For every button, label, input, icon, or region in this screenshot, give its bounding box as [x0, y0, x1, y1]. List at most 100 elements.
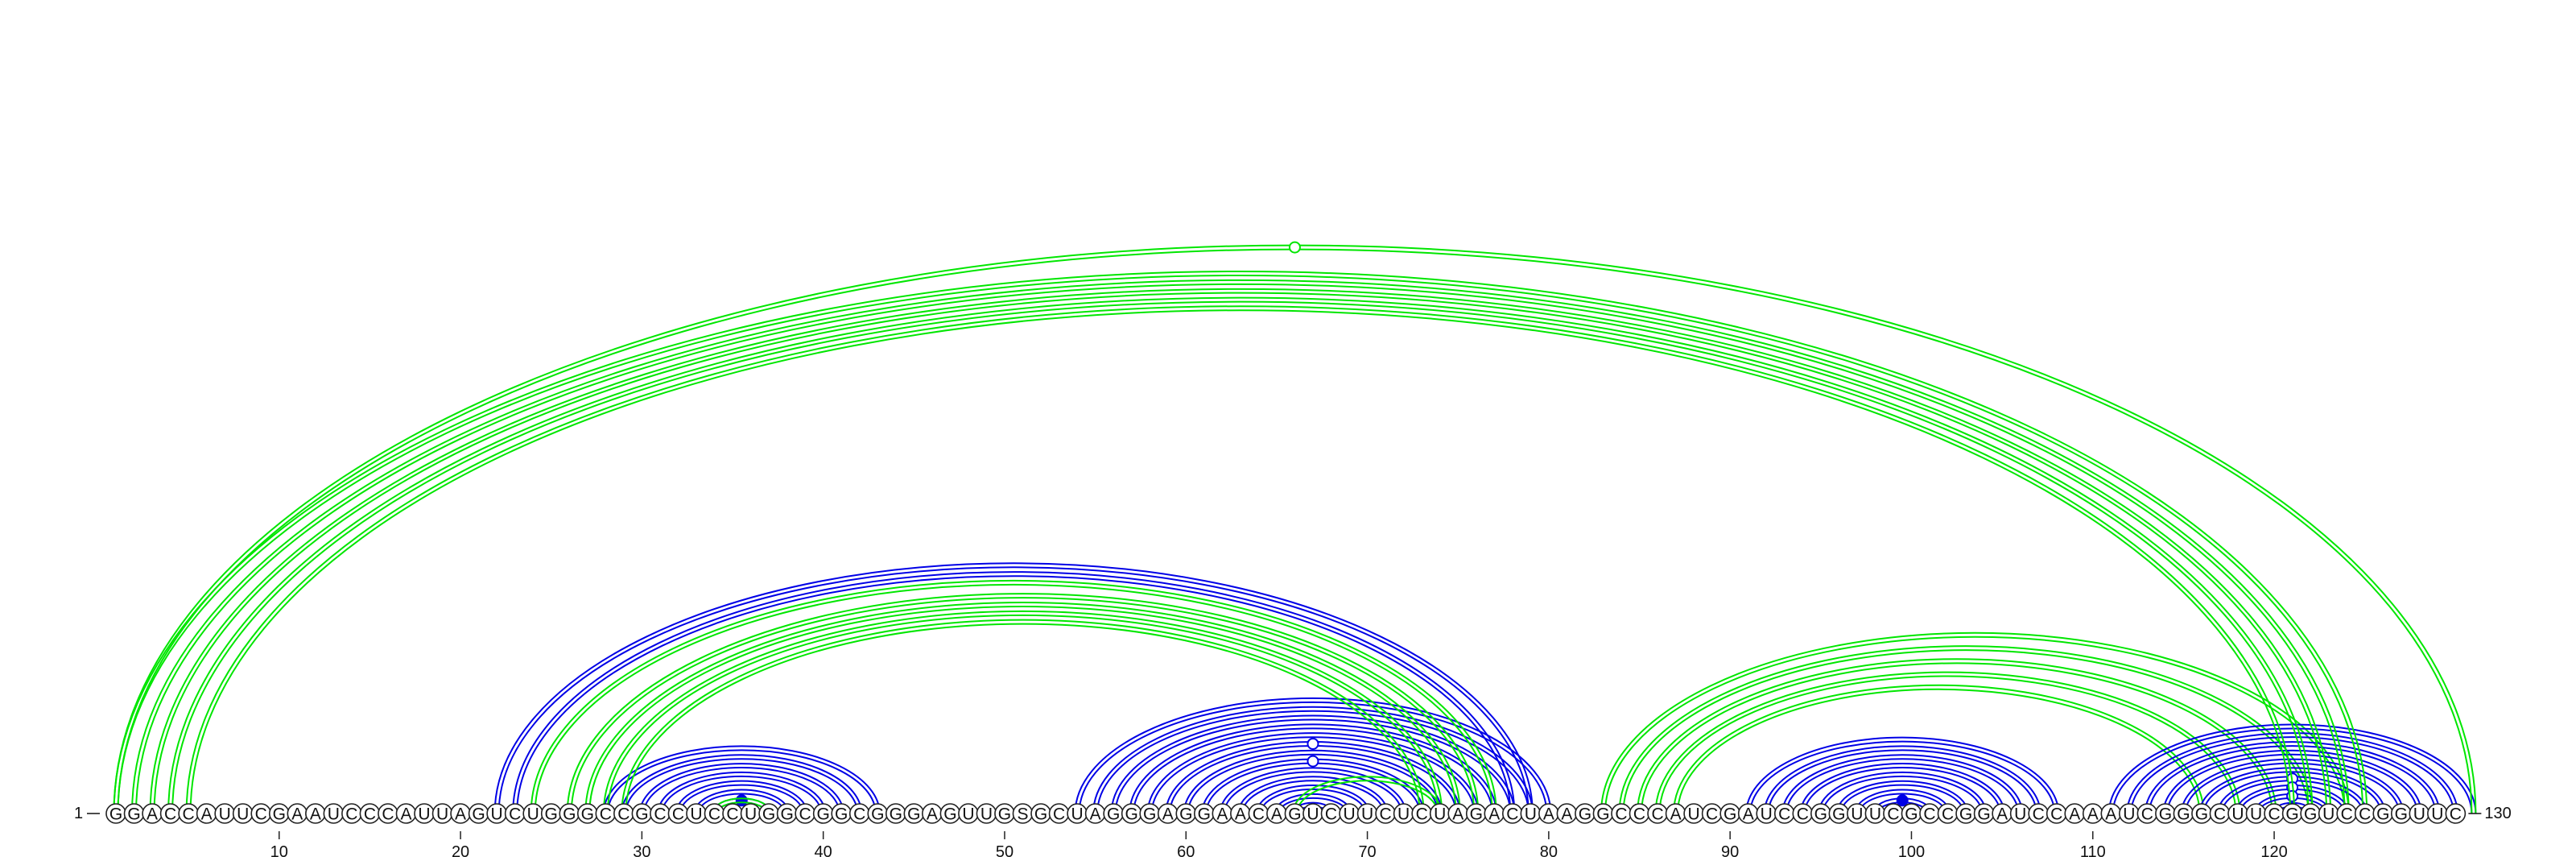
nucleotide-label: A: [2105, 805, 2116, 824]
nucleotide-label: G: [1814, 805, 1827, 824]
position-tick-label: 20: [452, 843, 469, 857]
arcs-layer: [114, 242, 2476, 814]
nucleotide-label: G: [816, 805, 829, 824]
nucleotide-label: A: [201, 805, 213, 824]
pair-arc-green: [136, 284, 2345, 814]
nucleotide-label: C: [2359, 805, 2371, 824]
nucleotide-label: G: [109, 805, 122, 824]
nucleotide-label: A: [1996, 805, 2008, 824]
nucleotide-label: C: [617, 805, 630, 824]
nucleotide-label: C: [1416, 805, 1428, 824]
nucleotide-label: U: [2322, 805, 2334, 824]
nucleotide-label: C: [1253, 805, 1265, 824]
nucleotide-label: A: [1670, 805, 1682, 824]
position-tick-label: 80: [1540, 843, 1558, 857]
nucleotide-label: G: [1470, 805, 1483, 824]
nucleotide-label: U: [962, 805, 974, 824]
nucleotide-label: S: [1017, 805, 1028, 824]
nucleotide-label: C: [726, 805, 738, 824]
nucleotide-label: G: [2376, 805, 2389, 824]
nucleotide-label: C: [2033, 805, 2045, 824]
nucleotide-label: G: [2195, 805, 2208, 824]
nucleotide-label: C: [672, 805, 684, 824]
nucleotide-label: G: [127, 805, 140, 824]
nucleotide-label: C: [1778, 805, 1790, 824]
nucleotide-label: A: [1452, 805, 1463, 824]
arc-marker-open: [1307, 756, 1318, 767]
position-tick-label: 110: [2080, 843, 2106, 857]
nucleotide-label: U: [219, 805, 231, 824]
position-tick-label: 10: [270, 843, 288, 857]
start-label: 1: [74, 805, 83, 822]
nucleotide-label: U: [1361, 805, 1373, 824]
nucleotide-label: C: [600, 805, 612, 824]
nucleotide-label: A: [1543, 805, 1554, 824]
nucleotide-label: C: [1325, 805, 1337, 824]
nucleotide-label: A: [1488, 805, 1500, 824]
nucleotide-label: G: [2177, 805, 2190, 824]
nucleotide-label: C: [2268, 805, 2280, 824]
nucleotide-label: C: [1923, 805, 1935, 824]
nucleotide-label: G: [1977, 805, 1990, 824]
nucleotide-label: A: [147, 805, 158, 824]
nucleotide-label: C: [1706, 805, 1718, 824]
nucleotide-label: G: [1179, 805, 1192, 824]
pair-arc-green: [132, 280, 2349, 814]
nucleotide-label: C: [2214, 805, 2226, 824]
nucleotide-label: G: [1579, 805, 1591, 824]
nucleotide-label: A: [455, 805, 466, 824]
pair-arc-green: [118, 275, 2363, 814]
nucleotide-label: U: [2413, 805, 2425, 824]
pair-arc-green: [187, 306, 2294, 814]
nucleotide-label: G: [273, 805, 286, 824]
pair-arc-green: [191, 310, 2290, 814]
nucleotide-label: G: [871, 805, 884, 824]
nucleotide-label: U: [527, 805, 539, 824]
nucleotide-label: G: [890, 805, 902, 824]
position-tick-label: 100: [1898, 843, 1925, 857]
pair-arc-green: [604, 611, 1442, 814]
nucleotide-label: A: [310, 805, 321, 824]
position-tick-label: 30: [633, 843, 650, 857]
nucleotide-label: U: [1307, 805, 1319, 824]
nucleotide-label: G: [1596, 805, 1609, 824]
nucleotide-label: C: [364, 805, 376, 824]
position-tick-label: 50: [996, 843, 1013, 857]
nucleotide-label: C: [255, 805, 267, 824]
nucleotide-label: G: [1034, 805, 1047, 824]
nucleotide-label: G: [1959, 805, 1972, 824]
nucleotide-label: A: [1235, 805, 1246, 824]
nucleotide-label: C: [345, 805, 357, 824]
nucleotide-label: U: [418, 805, 430, 824]
nucleotide-label: U: [2014, 805, 2026, 824]
nucleotide-label: G: [635, 805, 648, 824]
pair-arc-green: [1619, 646, 2312, 814]
position-tick-label: 60: [1177, 843, 1195, 857]
nucleotide-label: C: [2450, 805, 2462, 824]
nucleotide-label: C: [164, 805, 176, 824]
nucleotide-label: A: [927, 805, 938, 824]
nucleotide-label: G: [762, 805, 775, 824]
arc-marker-open: [1290, 242, 1300, 253]
nucleotide-label: A: [1090, 805, 1101, 824]
nucleotide-label: G: [780, 805, 793, 824]
nucleotide-label: U: [1688, 805, 1700, 824]
nucleotide-label: U: [2123, 805, 2135, 824]
nucleotide-label: G: [835, 805, 848, 824]
nucleotide-label: C: [509, 805, 521, 824]
nucleotide-label: C: [1615, 805, 1627, 824]
position-tick-label: 90: [1721, 843, 1739, 857]
arc-marker-filled: [1897, 795, 1908, 805]
ticks-layer: 10 20 30 40 50 60 70 80 90 100 110 120: [270, 831, 2288, 857]
nucleotide-label: C: [2141, 805, 2153, 824]
nucleotide-label: C: [1506, 805, 1518, 824]
nucleotide-label: U: [328, 805, 340, 824]
nucleotide-label: C: [1651, 805, 1663, 824]
nucleotide-label: A: [291, 805, 303, 824]
position-tick-label: 70: [1358, 843, 1376, 857]
nucleotide-label: G: [563, 805, 576, 824]
nucleotide-label: A: [2087, 805, 2099, 824]
nucleotide-label: C: [1380, 805, 1392, 824]
nucleotide-label: G: [1905, 805, 1918, 824]
